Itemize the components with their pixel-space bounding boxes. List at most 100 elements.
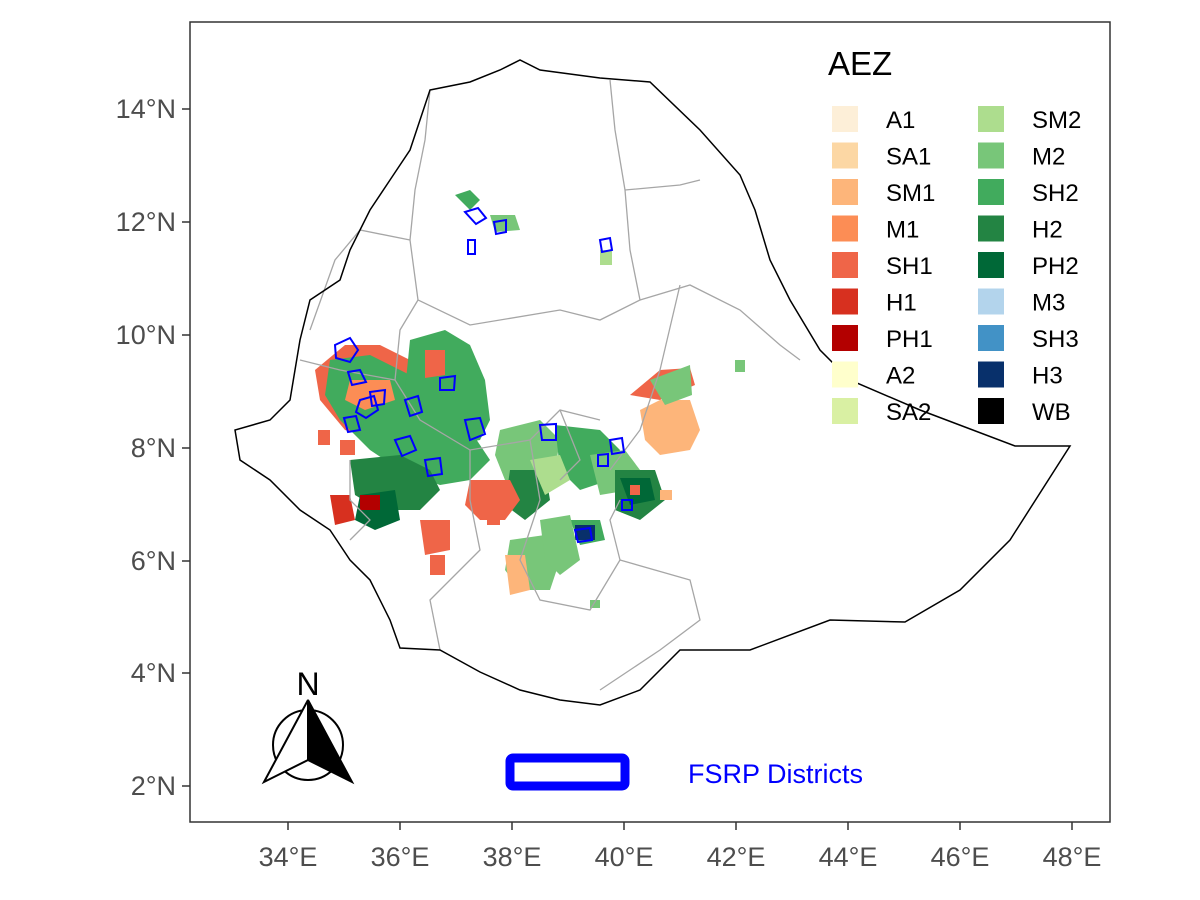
aez-zone-m2 xyxy=(735,360,745,372)
region-boundary xyxy=(599,559,701,691)
aez-zone-sh2 xyxy=(455,190,480,210)
x-tick-label: 44°E xyxy=(819,842,878,872)
legend-swatch xyxy=(832,288,858,315)
legend-label: H2 xyxy=(1032,217,1063,244)
legend-swatch xyxy=(978,252,1004,278)
fsrp-district xyxy=(573,526,594,544)
region-boundary xyxy=(559,409,581,481)
region-boundaries xyxy=(299,79,801,691)
region-boundary xyxy=(624,179,701,191)
region-boundary xyxy=(394,299,601,451)
aez-zone-sm2 xyxy=(600,250,612,265)
legend-label: A2 xyxy=(886,363,915,390)
region-boundary xyxy=(429,450,481,651)
legend-swatch xyxy=(832,361,858,388)
north-arrow-right-half xyxy=(307,699,355,785)
region-boundary xyxy=(609,284,681,471)
fsrp-district xyxy=(467,239,476,255)
aez-zone-sh1 xyxy=(340,440,355,455)
fsrp-district xyxy=(403,394,424,418)
legend-swatch xyxy=(832,325,858,351)
aez-zone-m2 xyxy=(540,515,580,575)
aez-zone-sm1 xyxy=(640,400,700,455)
aez-zone-sh1 xyxy=(430,555,445,575)
aez-zone-sm2 xyxy=(530,455,570,495)
y-tick-label: 6°N xyxy=(131,546,176,576)
legend-label: PH2 xyxy=(1032,253,1079,280)
legend-label: SA2 xyxy=(886,399,931,426)
y-axis: 2°N 4°N 6°N 8°N 10°N 12°N 14°N xyxy=(116,94,190,801)
aez-zone-m2 xyxy=(650,365,692,405)
aez-zone-sh1 xyxy=(425,350,445,378)
fsrp-district xyxy=(439,374,457,391)
fsrp-district xyxy=(393,434,418,458)
legend-label: SH1 xyxy=(886,253,933,280)
y-tick-label: 12°N xyxy=(116,207,176,237)
aez-zone-sh1 xyxy=(318,430,330,445)
legend-swatch xyxy=(978,361,1004,388)
fsrp-district xyxy=(597,452,609,467)
fsrp-district xyxy=(621,499,633,511)
aez-zone-sh1 xyxy=(630,485,640,495)
legend-label: A1 xyxy=(886,107,915,134)
fsrp-district-outlines xyxy=(333,206,633,544)
fsrp-district xyxy=(368,388,387,408)
region-boundary xyxy=(519,439,621,611)
fsrp-district xyxy=(492,218,507,236)
north-label: N xyxy=(296,666,319,702)
legend-title: AEZ xyxy=(828,45,892,82)
legend-label: M2 xyxy=(1032,144,1065,171)
aez-zones xyxy=(315,190,745,608)
legend-swatch xyxy=(832,398,858,424)
legend-swatch xyxy=(978,325,1004,351)
aez-zone-sh1 xyxy=(420,520,450,555)
legend-label: H1 xyxy=(886,290,917,317)
fsrp-district xyxy=(346,368,368,387)
x-axis: 34°E 36°E 38°E 40°E 42°E 44°E 46°E 48°E xyxy=(259,822,1102,872)
legend-swatch xyxy=(832,252,858,278)
region-boundary xyxy=(639,284,801,361)
legend-swatch xyxy=(832,179,858,205)
legend-label: WB xyxy=(1032,399,1071,426)
y-tick-label: 14°N xyxy=(116,94,176,124)
legend-label: SM2 xyxy=(1032,107,1081,134)
legend-swatch xyxy=(832,215,858,242)
aez-zone-sh1 xyxy=(465,480,520,520)
x-tick-label: 36°E xyxy=(371,842,430,872)
legend-swatch xyxy=(978,106,1004,132)
x-tick-label: 46°E xyxy=(931,842,990,872)
legend-label: SH3 xyxy=(1032,326,1079,353)
fsrp-district xyxy=(423,456,444,478)
region-boundary xyxy=(309,229,411,331)
fsrp-district xyxy=(333,336,360,364)
legend-swatch xyxy=(978,398,1004,424)
country-boundary xyxy=(234,59,1072,706)
region-boundary xyxy=(349,460,371,541)
fsrp-legend-label: FSRP Districts xyxy=(688,759,863,789)
aez-zone-sm1 xyxy=(505,555,530,595)
legend-swatch xyxy=(832,142,858,169)
x-tick-label: 40°E xyxy=(595,842,654,872)
legend-label: M3 xyxy=(1032,290,1065,317)
legend-label: M1 xyxy=(886,217,919,244)
fsrp-district xyxy=(342,414,362,434)
fsrp-district xyxy=(463,416,487,442)
legend-swatch xyxy=(978,142,1004,169)
legend-swatch xyxy=(832,106,858,132)
legend-label: SH2 xyxy=(1032,180,1079,207)
aez-zone-h1 xyxy=(330,495,355,525)
y-tick-label: 2°N xyxy=(131,771,176,801)
fsrp-district xyxy=(538,422,557,441)
y-tick-label: 10°N xyxy=(116,320,176,350)
legend-swatch xyxy=(978,215,1004,242)
x-tick-label: 38°E xyxy=(483,842,542,872)
legend-label: PH1 xyxy=(886,326,933,353)
fsrp-district xyxy=(463,206,488,226)
aez-legend: A1 SA1 SM1 M1 SH1 H1 PH1 A2 SA2 SM2 M2 SH2 H2 PH2 M3 SH… xyxy=(832,106,1081,426)
aez-zone-sh1 xyxy=(487,510,500,525)
north-arrow: N xyxy=(261,666,355,785)
x-tick-label: 48°E xyxy=(1043,842,1102,872)
legend-swatch xyxy=(978,179,1004,205)
fsrp-district xyxy=(608,436,626,456)
